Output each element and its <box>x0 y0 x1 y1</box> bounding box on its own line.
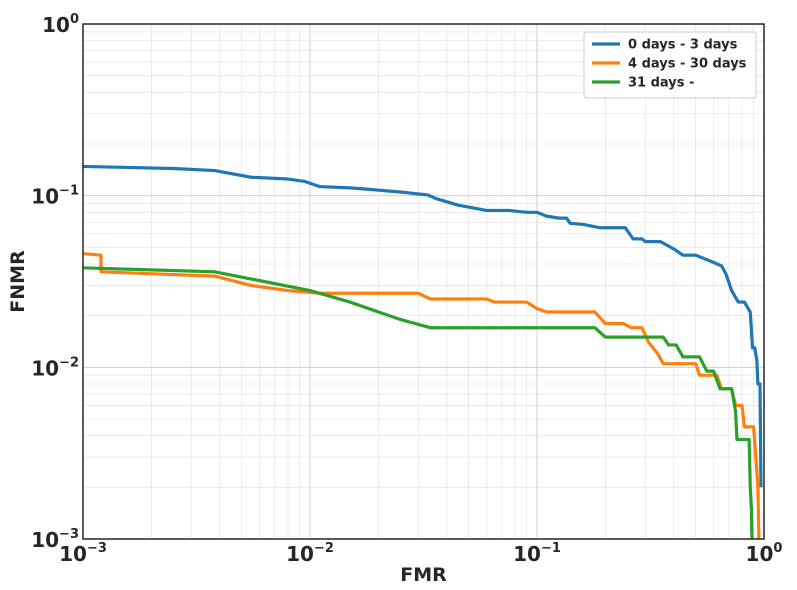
x-tick-label: 10−1 <box>513 541 561 566</box>
series-line-1 <box>82 164 763 488</box>
y-tick-label: 10−1 <box>31 184 79 209</box>
grid <box>82 24 764 540</box>
y-tick-label-exponent: −2 <box>59 355 79 370</box>
series-lines <box>82 164 763 540</box>
y-tick-label-base: 10 <box>31 356 59 380</box>
y-tick-label-base: 10 <box>31 528 59 552</box>
y-tick-label-base: 10 <box>42 13 70 37</box>
x-tick-label-exponent: −2 <box>314 541 334 556</box>
x-tick-label: 100 <box>746 541 783 566</box>
x-axis-label: FMR <box>400 564 447 586</box>
x-tick-label-base: 10 <box>513 542 541 566</box>
series-line-2 <box>82 251 761 540</box>
y-tick-label: 10−3 <box>31 527 79 552</box>
x-tick-label-exponent: −1 <box>541 541 561 556</box>
y-tick-label-exponent: −1 <box>59 184 79 199</box>
legend-label-1: 0 days - 3 days <box>628 38 738 53</box>
x-tick-label-base: 10 <box>746 542 774 566</box>
x-tick-label: 10−2 <box>286 541 334 566</box>
series-line-3 <box>82 266 754 540</box>
plot-frame <box>82 23 765 540</box>
y-tick-label-exponent: −3 <box>59 527 79 542</box>
x-tick-label: 10−3 <box>59 541 107 566</box>
legend-label-2: 4 days - 30 days <box>628 57 747 72</box>
x-tick-label-base: 10 <box>286 542 314 566</box>
y-tick-label: 100 <box>42 12 79 37</box>
x-tick-label-base: 10 <box>59 542 87 566</box>
x-tick-label-exponent: −3 <box>87 541 107 556</box>
y-tick-label-exponent: 0 <box>70 12 79 27</box>
y-axis-label: FNMR <box>7 250 29 313</box>
y-tick-label-base: 10 <box>31 185 59 209</box>
legend-box <box>583 31 757 99</box>
legend: 0 days - 3 days 4 days - 30 days 31 days - <box>583 31 757 99</box>
x-tick-label-exponent: 0 <box>773 541 782 556</box>
y-tick-label: 10−2 <box>31 355 79 380</box>
legend-label-3: 31 days - <box>628 76 694 91</box>
